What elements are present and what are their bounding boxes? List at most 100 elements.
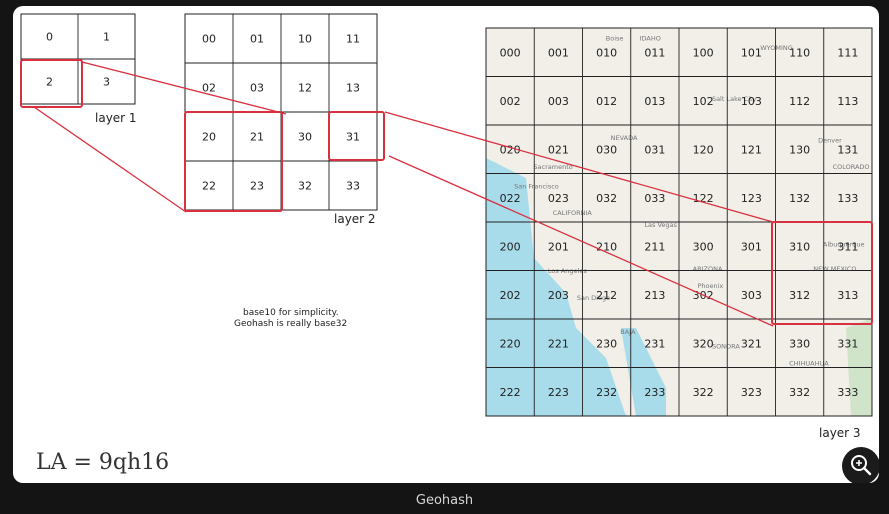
- layer1-cell: 1: [103, 31, 110, 44]
- layer3-cell: 102: [693, 95, 714, 108]
- layer3-cell: 130: [789, 143, 810, 156]
- pacific-ocean: [486, 158, 626, 416]
- map-place-label: Boise: [606, 34, 624, 42]
- layer3-cell: 322: [693, 386, 714, 399]
- layer1-cell: 2: [46, 76, 53, 89]
- layer2-cell: 30: [298, 131, 312, 144]
- layer3-cell: 113: [837, 95, 858, 108]
- layer3-cell: 010: [596, 46, 617, 59]
- layer1-label: layer 1: [95, 111, 137, 125]
- connector-line: [388, 155, 774, 327]
- map-place-label: NEW MEXICO: [813, 265, 856, 273]
- layer3-cell: 122: [693, 192, 714, 205]
- layer3-cell: 321: [741, 337, 762, 350]
- caption-text: LA = 9qh16: [36, 450, 170, 475]
- layer2-cell: 01: [250, 33, 264, 46]
- connector-line: [384, 111, 774, 223]
- layer3-cell: 132: [789, 192, 810, 205]
- geohash-diagram: Boise IDAHO WYOMING Salt Lake City NEVADA Den…: [20, 13, 873, 440]
- gulf-of-california: [621, 328, 666, 416]
- layer3-cell: 311: [837, 240, 858, 253]
- terrain-patch: [846, 318, 872, 416]
- layer3-cell: 300: [693, 240, 714, 253]
- layer2-cell: 03: [250, 82, 264, 95]
- layer3-cell: 223: [548, 386, 569, 399]
- layer2-cell: 23: [250, 180, 264, 193]
- layer3-cell: 111: [837, 46, 858, 59]
- layer3-cell: 232: [596, 386, 617, 399]
- layer2-cell: 20: [202, 131, 216, 144]
- layer3-cell: 000: [500, 46, 521, 59]
- layer3-cell: 303: [741, 289, 762, 302]
- layer2-cell: 12: [298, 82, 312, 95]
- layer2-cell: 33: [346, 180, 360, 193]
- layer3-cell: 120: [693, 143, 714, 156]
- layer3-cell: 123: [741, 192, 762, 205]
- figure-title: Geohash: [415, 493, 474, 508]
- layer3-cell: 231: [644, 337, 665, 350]
- map-place-label: WYOMING: [760, 44, 793, 52]
- layer3-cell: 001: [548, 46, 569, 59]
- layer3-cell: 011: [644, 46, 665, 59]
- layer3-cell: 022: [500, 192, 521, 205]
- note-line2: Geohash is really base32: [234, 319, 347, 329]
- layer3-cell: 210: [596, 240, 617, 253]
- layer2-cell: 32: [298, 180, 312, 193]
- layer3-grid: 000 001 010 011 100 101 110 111 002 003 012 013 102 1…: [485, 27, 873, 417]
- layer3-cell: 220: [500, 337, 521, 350]
- layer2-cell: 22: [202, 180, 216, 193]
- layer3-cell: 023: [548, 192, 569, 205]
- layer3-cell: 213: [644, 289, 665, 302]
- layer3-cell: 012: [596, 95, 617, 108]
- layer3-cell: 032: [596, 192, 617, 205]
- layer3-cell: 330: [789, 337, 810, 350]
- map-place-label: NEVADA: [611, 134, 638, 142]
- layer1-cell: 3: [103, 76, 110, 89]
- map-place-label: San Francisco: [514, 182, 559, 190]
- layer3-cell: 221: [548, 337, 569, 350]
- layer3-cell: 301: [741, 240, 762, 253]
- layer3-cell: 212: [596, 289, 617, 302]
- note-line1: base10 for simplicity.: [243, 308, 339, 318]
- layer3-cell: 021: [548, 143, 569, 156]
- layer2-cell: 21: [250, 131, 264, 144]
- layer1-highlight: [20, 59, 83, 108]
- layer3-cell: 133: [837, 192, 858, 205]
- connector-line: [81, 61, 287, 115]
- layer2-cell: 00: [202, 33, 216, 46]
- layer3-cell: 222: [500, 386, 521, 399]
- layer1-cell: 0: [46, 31, 53, 44]
- layer3-cell: 320: [693, 337, 714, 350]
- layer3-cell: 110: [789, 46, 810, 59]
- layer3-cell: 313: [837, 289, 858, 302]
- layer2-cell: 02: [202, 82, 216, 95]
- map-place-label: Denver: [818, 136, 842, 144]
- layer3-cell: 131: [837, 143, 858, 156]
- map-place-label: San Diego: [577, 294, 610, 302]
- map-place-label: IDAHO: [640, 34, 661, 42]
- map-place-label: CHIHUAHUA: [789, 359, 829, 367]
- map-place-label: Las Vegas: [644, 221, 677, 229]
- map-place-label: COLORADO: [833, 163, 870, 171]
- layer3-cell: 031: [644, 143, 665, 156]
- layer2-cell: 13: [346, 82, 360, 95]
- map-place-label: BAJA: [620, 328, 636, 336]
- layer3-cell: 103: [741, 95, 762, 108]
- diagram-card: Boise IDAHO WYOMING Salt Lake City NEVADA Den…: [13, 6, 879, 483]
- map-place-label: CALIFORNIA: [553, 209, 593, 217]
- layer3-cell: 030: [596, 143, 617, 156]
- layer3-cell: 100: [693, 46, 714, 59]
- layer2-highlight-quadrant: [184, 111, 283, 212]
- layer3-cell: 310: [789, 240, 810, 253]
- connector-line: [33, 106, 187, 213]
- layer3-cell: 211: [644, 240, 665, 253]
- layer3-cell: 203: [548, 289, 569, 302]
- layer3-cell: 202: [500, 289, 521, 302]
- layer2-highlight-cell: [328, 111, 385, 161]
- layer3-cell: 333: [837, 386, 858, 399]
- layer3-cell: 201: [548, 240, 569, 253]
- zoom-button[interactable]: [842, 447, 879, 483]
- layer3-cell: 200: [500, 240, 521, 253]
- map-place-label: Los Angeles: [548, 267, 587, 275]
- layer3-cell: 112: [789, 95, 810, 108]
